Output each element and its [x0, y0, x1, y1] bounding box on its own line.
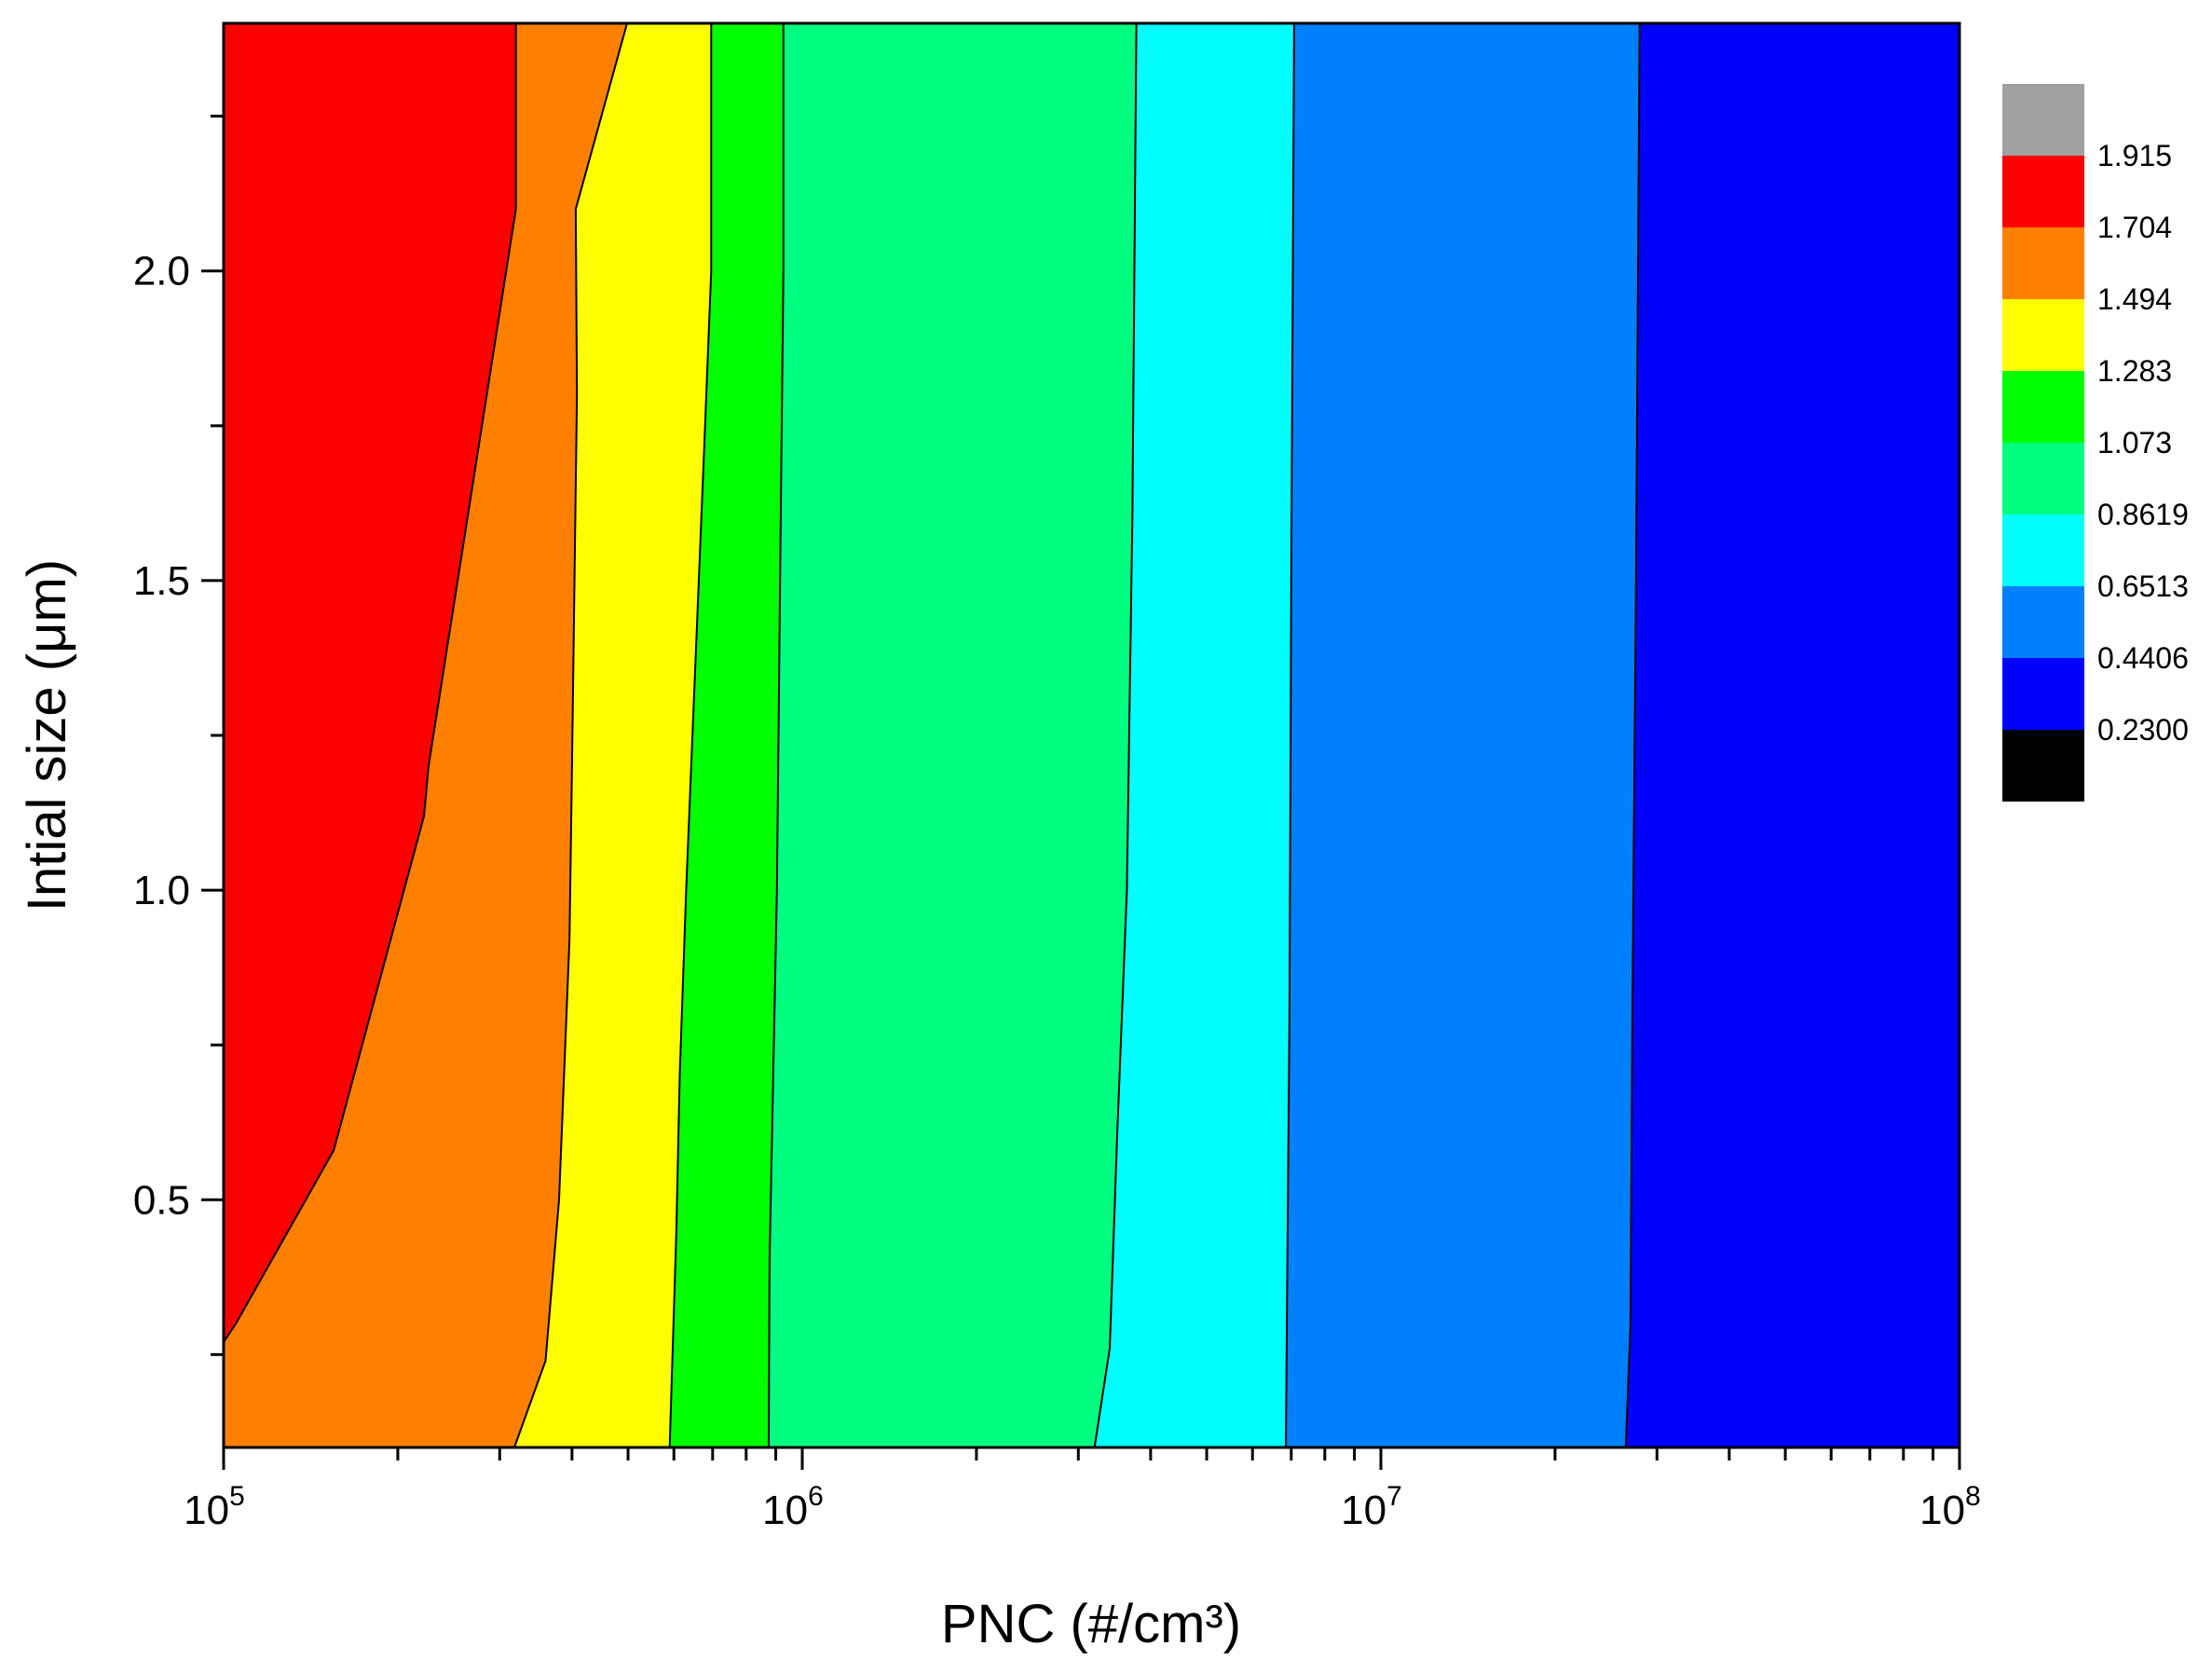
legend-swatch — [2002, 299, 2084, 371]
legend-swatch — [2002, 658, 2084, 730]
legend-swatch — [2002, 156, 2084, 227]
x-tick-label: 108 — [1919, 1481, 1981, 1533]
legend-swatch — [2002, 371, 2084, 443]
region-0.6513-to-0.4406 — [1286, 23, 1640, 1447]
x-axis-title: PNC (#/cm³) — [941, 1594, 1241, 1654]
x-tick-label: 105 — [184, 1481, 245, 1533]
legend-swatch — [2002, 514, 2084, 586]
legend-label: 1.704 — [2097, 211, 2172, 244]
y-axis-title: Intial size (μm) — [17, 559, 77, 912]
legend-label: 0.8619 — [2097, 498, 2189, 531]
legend-label: 0.6513 — [2097, 569, 2189, 603]
x-tick-label: 107 — [1341, 1481, 1402, 1533]
region-above-1.704 — [224, 23, 516, 1343]
y-axis: 0.5 1.0 1.5 2.0 — [133, 115, 224, 1356]
contour-line-1.073 — [768, 23, 785, 1448]
legend-swatch — [2002, 443, 2084, 514]
contour-line-1.283 — [668, 23, 713, 1448]
color-legend: 1.915 1.704 1.494 1.283 1.073 0.8619 0.6513 0.4… — [2002, 84, 2189, 802]
y-tick-label: 1.5 — [133, 558, 190, 604]
y-tick-label: 1.0 — [133, 868, 190, 913]
region-1.283-to-1.073 — [669, 23, 784, 1447]
region-1.704-to-1.494 — [224, 23, 627, 1447]
legend-swatch — [2002, 84, 2084, 156]
contour-line-1.494 — [513, 22, 628, 1448]
legend-swatch — [2002, 227, 2084, 299]
region-1.073-to-0.8619 — [769, 23, 1137, 1447]
contour-lines — [223, 22, 1641, 1448]
legend-swatch — [2002, 586, 2084, 658]
y-tick-label: 2.0 — [133, 249, 190, 295]
region-below-0.4406 — [1625, 23, 1959, 1447]
contour-line-0.8619 — [1093, 22, 1138, 1448]
legend-label: 1.073 — [2097, 426, 2172, 459]
legend-label: 1.494 — [2097, 282, 2172, 316]
contour-fills — [224, 23, 1959, 1447]
contour-line-1.704 — [223, 23, 517, 1343]
legend-swatch — [2002, 730, 2084, 802]
x-tick-label: 106 — [762, 1481, 824, 1533]
y-tick-label: 0.5 — [133, 1177, 190, 1223]
contour-line-0.6513 — [1285, 22, 1295, 1448]
x-axis: 105 106 107 108 — [184, 1447, 1981, 1533]
legend-label: 1.283 — [2097, 354, 2172, 388]
region-0.8619-to-0.6513 — [1094, 23, 1294, 1447]
contour-line-0.4406 — [1624, 22, 1641, 1448]
legend-label: 0.2300 — [2097, 713, 2189, 747]
legend-label: 1.915 — [2097, 139, 2172, 172]
legend-label: 0.4406 — [2097, 641, 2189, 675]
